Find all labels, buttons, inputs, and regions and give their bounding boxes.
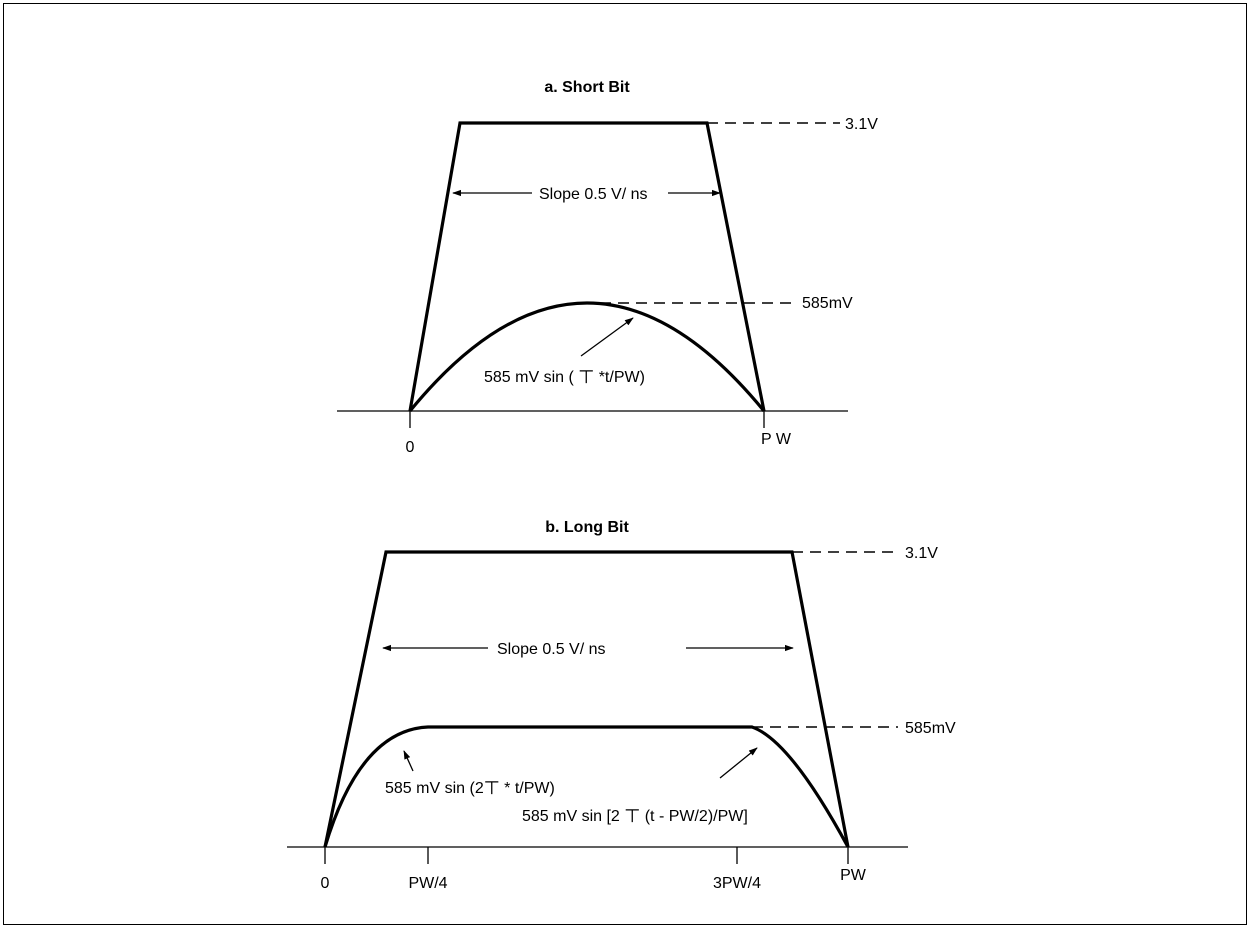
short-bit-title: a. Short Bit (544, 79, 630, 96)
long-bit-rise-formula-arrow (403, 750, 414, 772)
short-bit-sine-pulse (408, 301, 766, 413)
short-bit-tick-label-0: 0 (406, 439, 415, 456)
short-bit-formula-arrow (580, 317, 634, 357)
long-bit-tick-label-0: 0 (321, 875, 330, 892)
long-bit-fall-formula-arrow (719, 747, 758, 779)
long-bit-envelope (323, 550, 850, 848)
short-bit-panel: a. Short Bit 3.1V 585mV Slope 0.5 V/ ns … (337, 79, 878, 456)
short-bit-envelope (408, 121, 766, 412)
long-bit-panel: b. Long Bit 3.1V 585mV Slope 0.5 V/ ns 5… (287, 519, 956, 892)
long-bit-high-level: 3.1V (905, 545, 938, 562)
short-bit-tick-label-pw: P W (761, 431, 792, 448)
long-bit-sine-pulse (323, 725, 850, 848)
short-bit-high-level: 3.1V (845, 116, 878, 133)
long-bit-tick-label-3pw4: 3PW/4 (713, 875, 761, 892)
figure-frame (3, 3, 1247, 925)
long-bit-low-level: 585mV (905, 720, 956, 737)
long-bit-rise-formula: 585 mV sin (2ㄒ * t/PW) (385, 780, 555, 797)
long-bit-tick-label-pw4: PW/4 (408, 875, 447, 892)
short-bit-slope-label: Slope 0.5 V/ ns (539, 186, 648, 203)
short-bit-low-level: 585mV (802, 295, 853, 312)
short-bit-formula: 585 mV sin ( ㄒ *t/PW) (484, 369, 645, 386)
long-bit-title: b. Long Bit (545, 519, 629, 536)
long-bit-tick-label-pw: PW (840, 867, 867, 884)
long-bit-fall-formula: 585 mV sin [2 ㄒ (t - PW/2)/PW] (522, 808, 748, 825)
long-bit-slope-label: Slope 0.5 V/ ns (497, 641, 606, 658)
